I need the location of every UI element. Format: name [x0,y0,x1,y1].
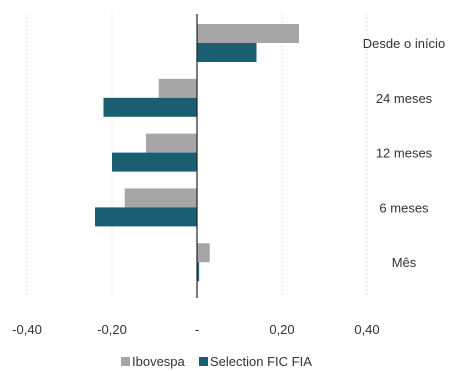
legend: Ibovespa Selection FIC FIA [121,354,312,369]
x-tick-label-0: -0,40 [12,322,42,337]
x-tick-label-2: - [195,322,199,337]
category-labels: Desde o início 24 meses 12 meses 6 meses Mês [363,36,445,270]
category-label-0: Desde o início [363,36,445,51]
bar-ibovespa-3 [124,188,197,208]
legend-label-0: Ibovespa [132,354,186,369]
gridlines [26,14,368,298]
bar-selection-1 [103,97,197,117]
x-tick-labels: -0,40 -0,20-0,20 0,40 [12,322,379,337]
bar-ibovespa-1 [158,78,197,98]
bar-selection-4 [197,262,200,282]
x-tick-label-4: 0,40 [354,322,379,337]
legend-swatch-1 [199,357,208,366]
bar-selection-2 [112,152,197,172]
bar-ibovespa-4 [197,243,210,263]
x-tick-label-1: -0,20 [97,322,127,337]
bar-ibovespa-0 [197,24,299,43]
legend-swatch-0 [121,357,130,366]
bar-selection-3 [95,207,197,227]
category-label-2: 12 meses [376,146,433,161]
x-tick-label-3: 0,20 [269,322,294,337]
category-label-1: 24 meses [376,91,433,106]
legend-label-1: Selection FIC FIA [210,354,312,369]
bar-ibovespa-2 [146,133,197,153]
category-label-4: Mês [392,255,417,270]
bar-selection-0 [197,43,257,62]
category-label-3: 6 meses [379,200,429,215]
bars [95,24,299,282]
